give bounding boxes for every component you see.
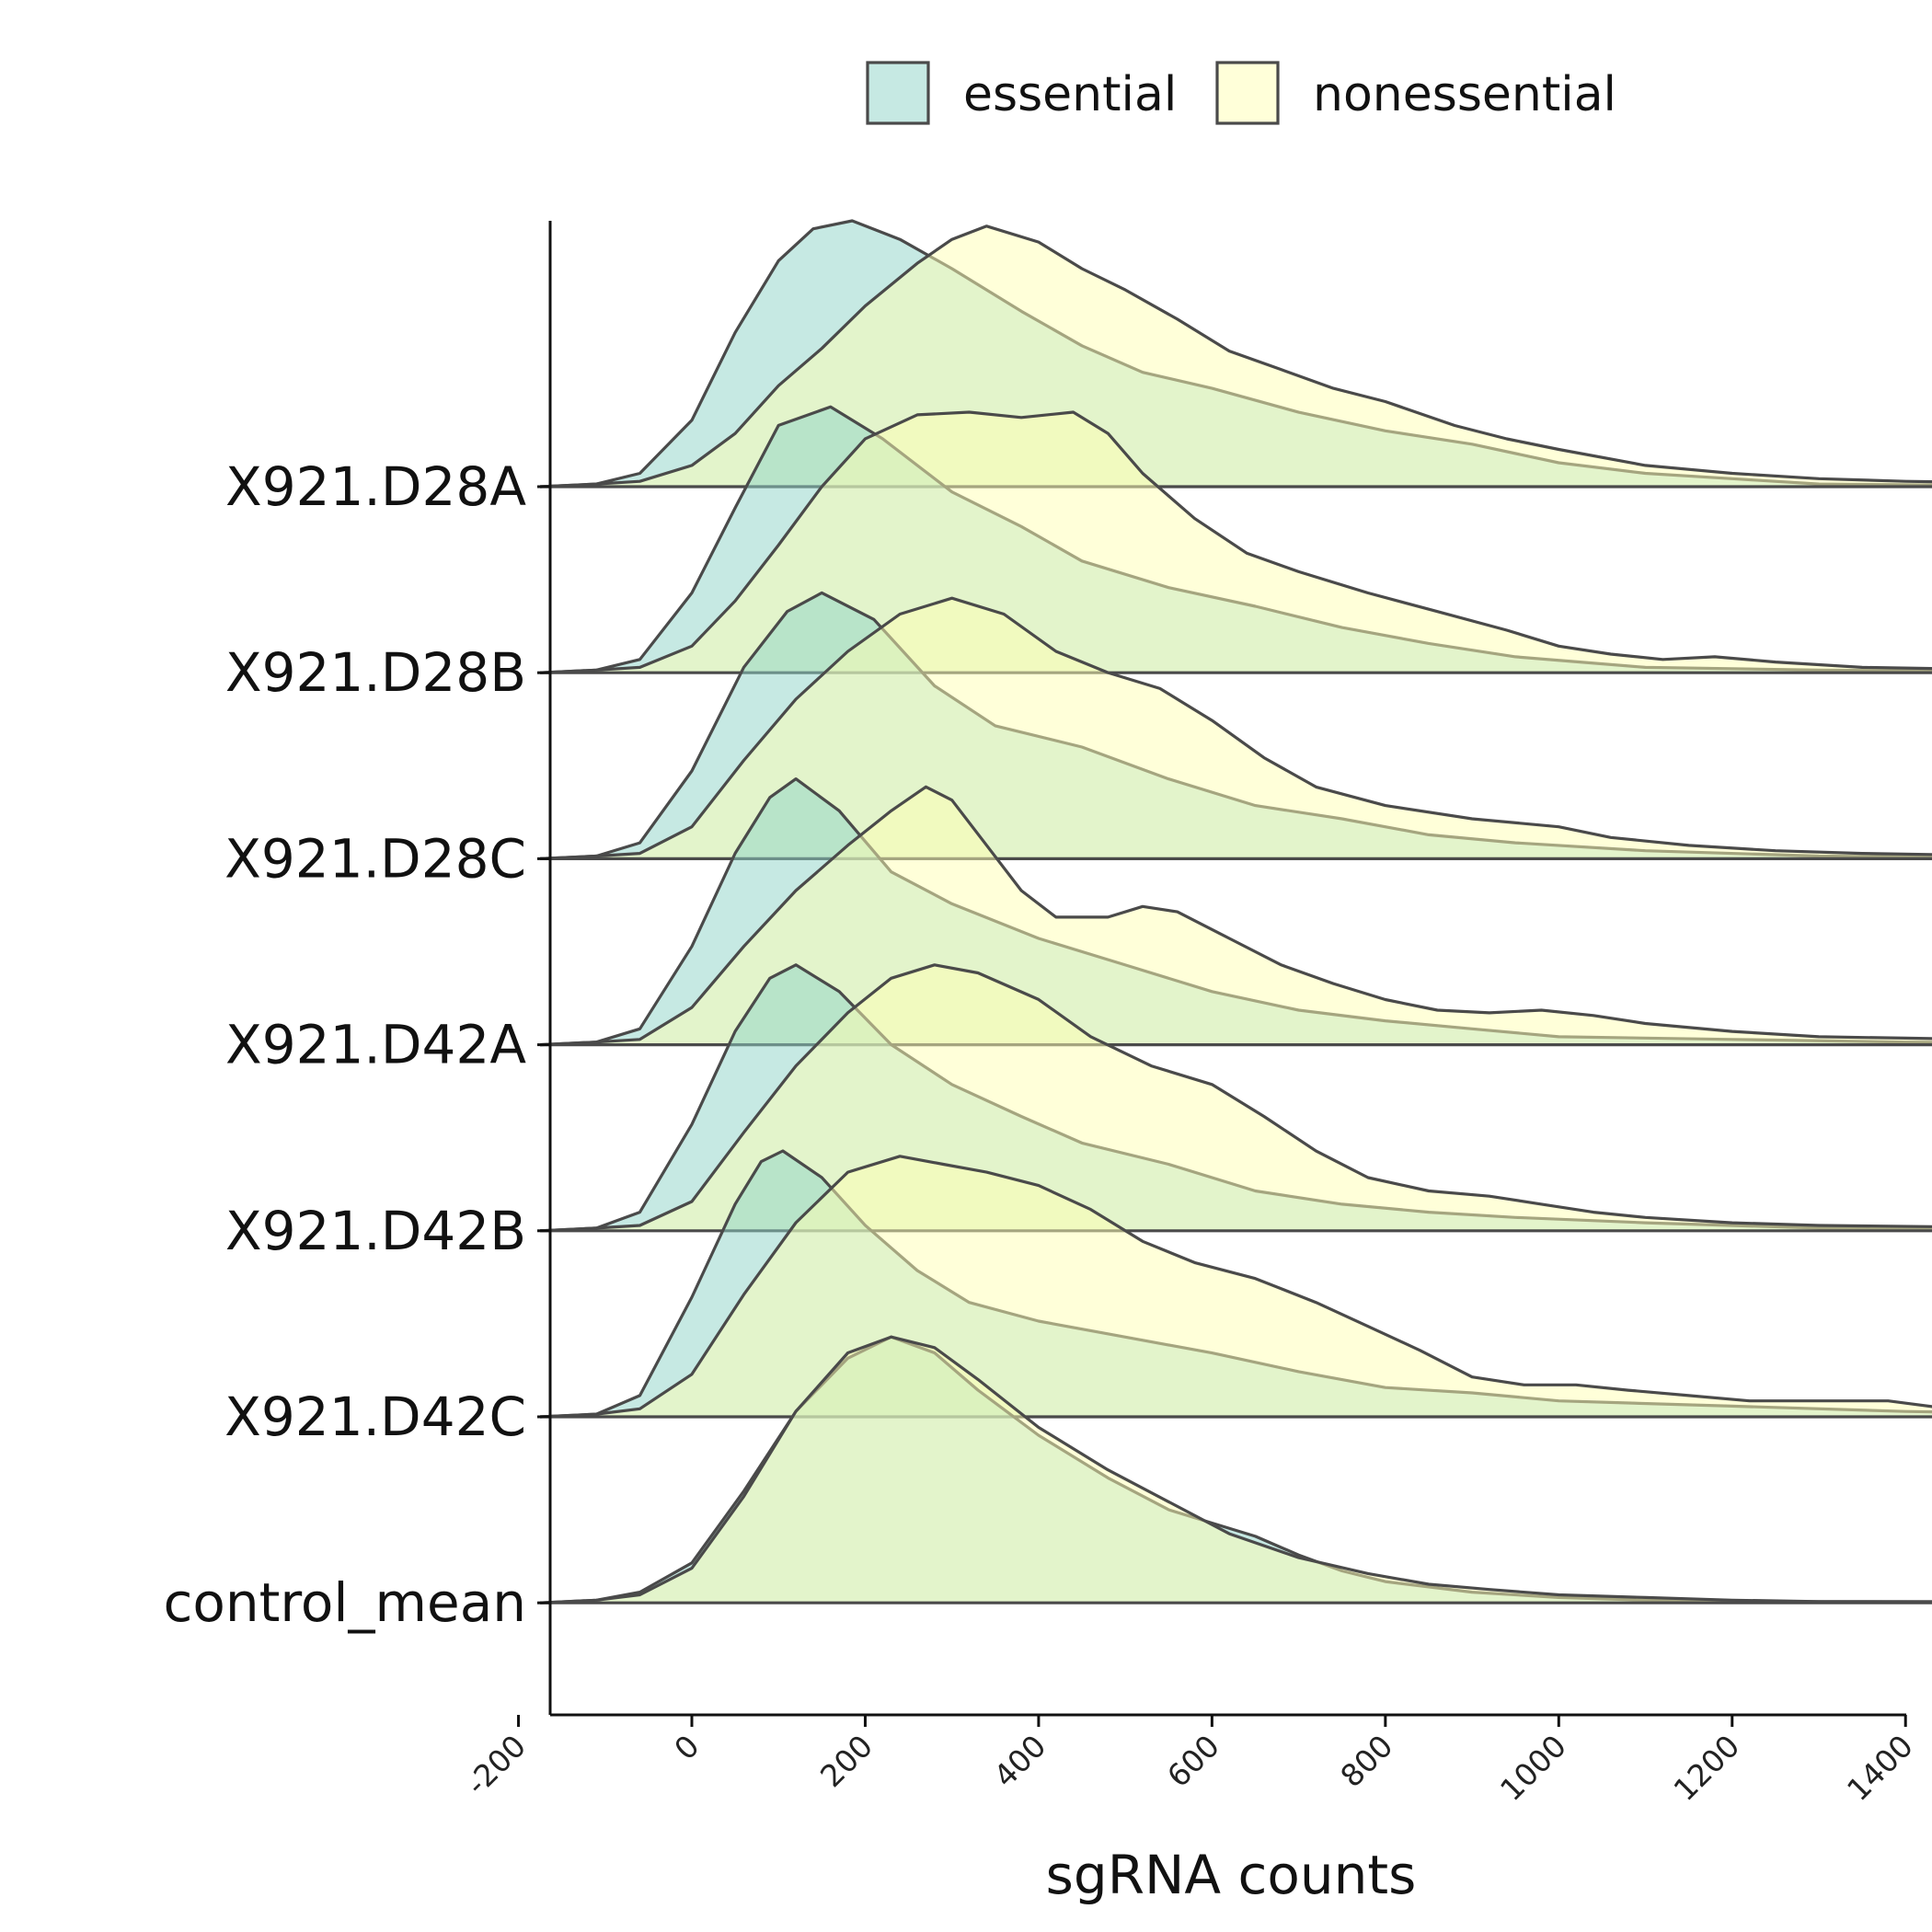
legend-item-essential: essential: [866, 61, 1177, 125]
legend-label: nonessential: [1313, 67, 1616, 122]
density-fill-nonessential: [540, 225, 1932, 487]
ridges-layer: [540, 219, 1932, 1604]
density-line-nonessential: [540, 1155, 1932, 1419]
legend-item-nonessential: nonessential: [1215, 61, 1616, 125]
density-fill-nonessential: [540, 598, 1932, 859]
density-fill-nonessential: [540, 1337, 1932, 1604]
density-line-nonessential: [540, 785, 1932, 1047]
ridge-X921.D28A: [540, 219, 1932, 489]
y-tick-label: X921.D42B: [225, 1200, 526, 1262]
density-line-nonessential: [540, 596, 1932, 860]
legend-swatch: [1215, 61, 1280, 125]
axes-layer: [517, 221, 1907, 1727]
x-tick-label: 400: [986, 1728, 1052, 1794]
x-tick-label: 1200: [1666, 1728, 1746, 1808]
density-line-nonessential: [540, 1335, 1932, 1604]
x-tick-label: 800: [1333, 1728, 1399, 1794]
x-axis-title: sgRNA counts: [1046, 1844, 1417, 1906]
density-fill-nonessential: [540, 412, 1932, 673]
y-tick-label: control_mean: [163, 1571, 526, 1634]
y-tick-label: X921.D42A: [225, 1014, 526, 1076]
legend: essential nonessential: [866, 61, 1616, 125]
x-tick-label: 600: [1160, 1728, 1226, 1794]
x-tick-label: 0: [667, 1728, 706, 1766]
density-line-nonessential: [540, 224, 1932, 489]
ridge-X921.D28B: [540, 405, 1932, 674]
x-tick-label: 1000: [1493, 1728, 1573, 1808]
y-tick-label: X921.D28A: [225, 455, 526, 518]
legend-swatch: [866, 61, 930, 125]
ridge-control_mean: [540, 1335, 1932, 1604]
density-line-nonessential: [540, 410, 1932, 674]
y-tick-label: X921.D42C: [224, 1386, 526, 1448]
y-tick-label: X921.D28B: [225, 641, 526, 704]
x-tick-label: 200: [813, 1728, 880, 1794]
legend-label: essential: [963, 67, 1177, 122]
y-tick-label: X921.D28C: [224, 827, 526, 890]
x-tick-label: 1400: [1840, 1728, 1920, 1808]
density-line-nonessential: [540, 963, 1932, 1233]
x-tick-label: -200: [459, 1728, 534, 1802]
